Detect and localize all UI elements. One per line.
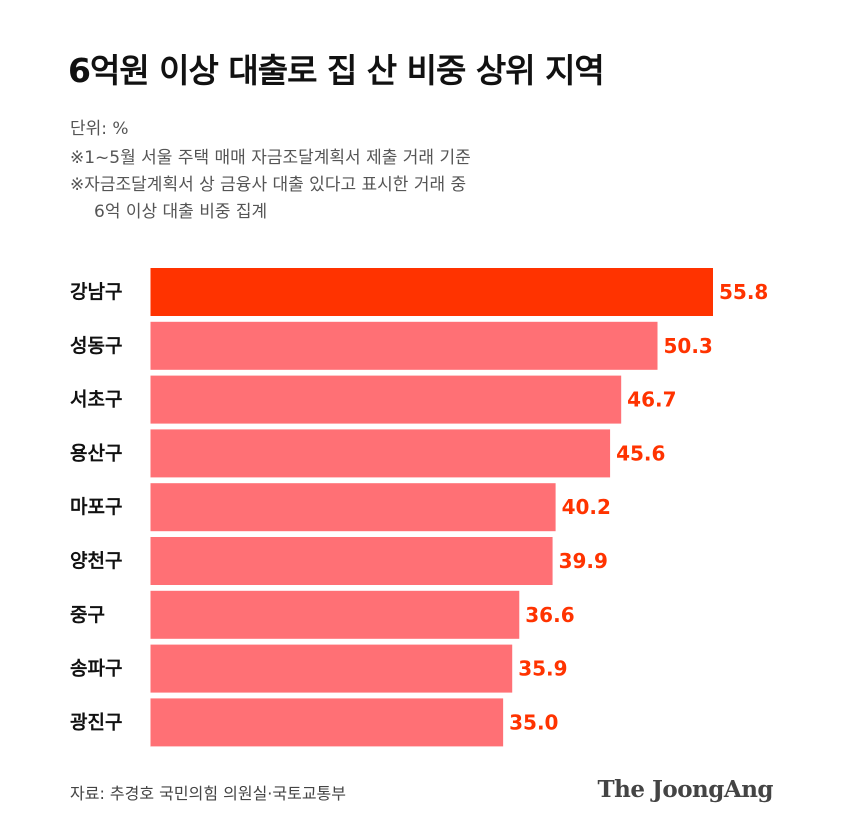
value-label-0: 55.8 [719, 280, 768, 304]
category-label-7: 송파구 [70, 658, 122, 680]
value-label-7: 35.9 [518, 657, 567, 681]
bar-2 [150, 375, 622, 424]
bar-7 [150, 644, 513, 693]
bar-8 [150, 698, 504, 747]
category-label-5: 양천구 [70, 550, 122, 572]
bar-6 [150, 590, 520, 639]
bar-3 [150, 429, 611, 478]
bar-1 [150, 321, 658, 370]
note-line-1: ※1~5월 서울 주택 매매 자금조달계획서 제출 거래 기준 [70, 148, 471, 168]
value-label-4: 40.2 [562, 495, 611, 519]
bar-5 [150, 537, 553, 585]
value-label-8: 35.0 [509, 710, 558, 734]
bar-0 [150, 268, 713, 316]
note-line-2: ※자금조달계획서 상 금융사 대출 있다고 표시한 거래 중 [70, 175, 467, 195]
category-label-0: 강남구 [70, 281, 122, 303]
category-label-3: 용산구 [70, 442, 122, 464]
category-label-8: 광진구 [70, 711, 122, 733]
value-label-6: 36.6 [525, 603, 574, 627]
note-line-3: 6억 이상 대출 비중 집계 [94, 202, 268, 222]
value-label-1: 50.3 [664, 334, 713, 358]
unit-label: 단위: % [70, 119, 129, 139]
category-label-2: 서초구 [70, 389, 122, 411]
chart-notes: ※1~5월 서울 주택 매매 자금조달계획서 제출 거래 기준 ※자금조달계획서… [70, 145, 471, 226]
bar-4 [150, 483, 556, 532]
category-label-4: 마포구 [70, 496, 122, 518]
category-label-1: 성동구 [70, 335, 122, 357]
source-text: 자료: 추경호 국민의힘 의원실·국토교통부 [70, 784, 346, 803]
publisher-logo: The JoongAng [597, 776, 774, 803]
value-label-2: 46.7 [627, 388, 676, 412]
value-label-3: 45.6 [616, 441, 665, 465]
value-label-5: 39.9 [559, 549, 608, 573]
category-label-6: 중구 [70, 604, 105, 626]
chart-title: 6억원 이상 대출로 집 산 비중 상위 지역 [68, 51, 605, 90]
